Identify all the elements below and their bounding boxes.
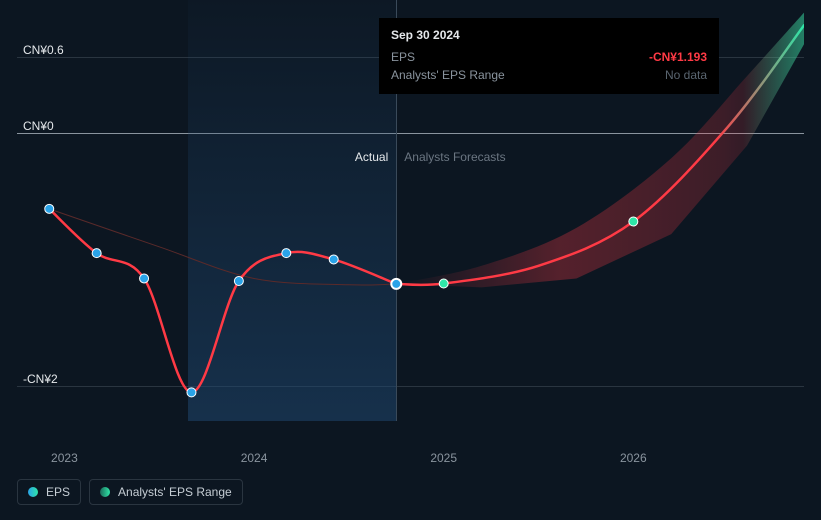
eps-forecast-point[interactable] <box>439 279 448 288</box>
tooltip-row-range: Analysts' EPS Range No data <box>391 66 707 84</box>
tooltip-key: Analysts' EPS Range <box>391 68 505 82</box>
tooltip-title: Sep 30 2024 <box>391 28 707 42</box>
tooltip-value: No data <box>665 68 707 82</box>
eps-actual-point[interactable] <box>329 255 338 264</box>
smoothing-line <box>49 209 396 285</box>
x-axis-label: 2025 <box>430 451 457 465</box>
eps-actual-point[interactable] <box>234 276 243 285</box>
eps-actual-point[interactable] <box>282 249 291 258</box>
legend-label: Analysts' EPS Range <box>118 485 232 499</box>
x-axis-label: 2024 <box>241 451 268 465</box>
tooltip-row-eps: EPS -CN¥1.193 <box>391 48 707 66</box>
chart-legend: EPS Analysts' EPS Range <box>17 479 243 505</box>
eps-actual-line <box>49 209 396 393</box>
eps-actual-point[interactable] <box>187 388 196 397</box>
legend-dot-icon <box>100 487 110 497</box>
x-axis-label: 2023 <box>51 451 78 465</box>
legend-item-eps[interactable]: EPS <box>17 479 81 505</box>
eps-actual-point[interactable] <box>92 249 101 258</box>
tooltip-key: EPS <box>391 50 415 64</box>
highlighted-point[interactable] <box>391 279 401 289</box>
x-axis-label: 2026 <box>620 451 647 465</box>
eps-actual-point[interactable] <box>140 274 149 283</box>
legend-label: EPS <box>46 485 70 499</box>
eps-actual-point[interactable] <box>45 204 54 213</box>
tooltip-value: -CN¥1.193 <box>649 50 707 64</box>
legend-dot-icon <box>28 487 38 497</box>
chart-tooltip: Sep 30 2024 EPS -CN¥1.193 Analysts' EPS … <box>379 18 719 94</box>
eps-forecast-point[interactable] <box>629 217 638 226</box>
legend-item-range[interactable]: Analysts' EPS Range <box>89 479 243 505</box>
